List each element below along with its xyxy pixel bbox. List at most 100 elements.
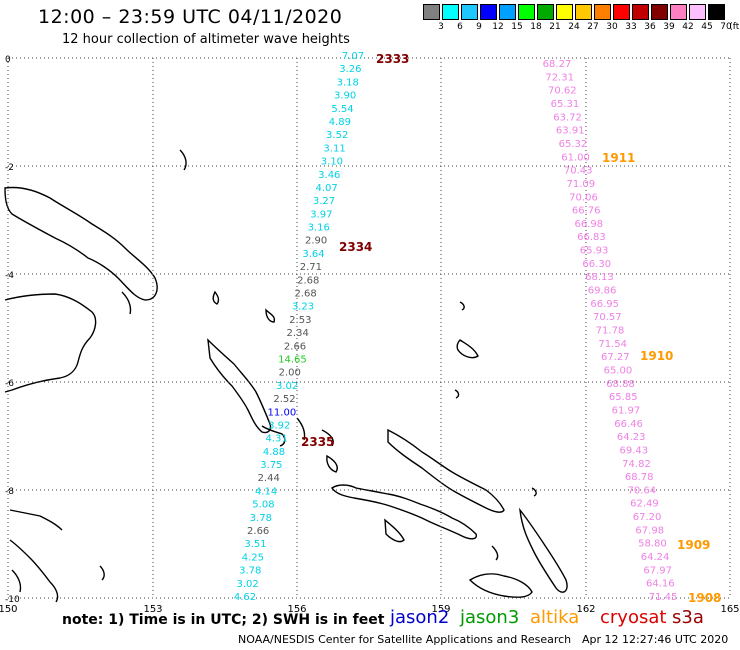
track-east-values: 68.27 72.31 70.62 65.31 63.72 63.91 65.32 61.00… [543,59,678,603]
swh-value: 5.54 [331,104,353,115]
swh-value: 4.89 [329,117,351,128]
swh-value: 2.68 [294,289,316,300]
legend-swatch [556,4,573,20]
swh-value: 62.49 [630,499,659,510]
swh-value: 64.16 [646,579,675,590]
satellite-name: cryosat [600,607,667,628]
swh-value: 67.97 [643,565,672,576]
swh-value: 74.82 [622,459,651,470]
lat-label: -6 [5,379,14,389]
swh-value: 3.97 [310,209,332,220]
swh-value: 64.24 [641,552,670,563]
swh-value: 66.30 [582,259,611,270]
swh-value: 66.95 [590,299,619,310]
swh-value: 63.91 [556,126,585,137]
legend-swatch [537,4,554,20]
swh-value: 7.07 [342,51,364,62]
satellite-name: jason3 [460,607,520,628]
legend-swatch [480,4,497,20]
swh-value: 65.00 [604,365,633,376]
swh-value: 68.13 [585,272,614,283]
lat-label: 0 [5,55,11,65]
legend-label: 6 [457,22,463,32]
legend-swatch [461,4,478,20]
legend-swatch [499,4,516,20]
coastline [4,149,568,603]
swh-value: 3.11 [323,143,345,154]
swh-value: 3.92 [268,420,290,431]
satellite-name: s3a [672,607,704,628]
swh-value: 2.71 [300,262,322,273]
swh-value: 70.57 [593,312,622,323]
pass-time-label: 1908 [688,591,721,605]
lon-label: 162 [576,604,595,615]
swh-value: 67.98 [635,525,664,536]
swh-value: 3.10 [321,157,343,168]
swh-value: 3.23 [292,302,314,313]
swh-value: 3.78 [239,566,261,577]
map-title: 12:00 – 23:59 UTC 04/11/2020 [38,6,343,28]
swh-value: 3.26 [339,64,361,75]
legend-swatch [613,4,630,20]
lat-label: -2 [5,163,14,173]
swh-value: 2.68 [297,275,319,286]
swh-value: 70.64 [627,485,656,496]
swh-value: 3.46 [318,170,340,181]
swh-value: 70.06 [569,192,598,203]
swh-value: 11.00 [268,407,297,418]
swh-value: 4.07 [316,183,338,194]
legend-label: 27 [587,22,599,32]
swh-value: 71.45 [649,592,678,603]
swh-value: 2.66 [284,341,306,352]
legend-label: 33 [625,22,637,32]
swh-value: 65.32 [559,139,588,150]
legend-swatch [442,4,459,20]
swh-value: 3.02 [276,381,298,392]
swh-value: 3.16 [308,223,330,234]
swh-value: 3.27 [313,196,335,207]
satellite-name: altika [530,607,580,628]
swh-value: 71.78 [596,326,625,337]
legend-swatch [708,4,725,20]
swh-value: 2.44 [258,473,280,484]
legend-label: 39 [663,22,675,32]
swh-value: 2.66 [247,526,269,537]
pass-time-label: 2333 [376,52,409,66]
swh-value: 2.52 [273,394,295,405]
swh-value: 3.78 [250,513,272,524]
legend-label: 21 [549,22,561,32]
swh-value: 67.20 [633,512,662,523]
lon-label: 165 [720,604,739,615]
pass-time-label: 2335 [301,435,334,449]
legend-label: 70 [720,22,732,32]
swh-value: 70.43 [564,166,593,177]
swh-value: 3.18 [337,77,359,88]
map-frame [7,57,731,599]
swh-value: 69.43 [620,445,649,456]
swh-value: 69.86 [588,286,617,297]
longitude-labels: 150 153 156 159 162 165 [0,604,740,615]
pass-time-label: 2334 [339,240,372,254]
swh-value: 64.23 [617,432,646,443]
pass-time-label: 1909 [677,538,710,552]
legend-label: 30 [606,22,618,32]
swh-value: 3.64 [302,249,324,260]
swh-value: 4.14 [255,486,277,497]
legend-swatch [632,4,649,20]
legend-swatch [594,4,611,20]
satellite-name: jason2 [390,607,450,628]
swh-value: 65.85 [609,392,638,403]
swh-value: 66.76 [572,206,601,217]
legend-label: 36 [644,22,656,32]
swh-value: 14.65 [278,354,307,365]
map-subtitle: 12 hour collection of altimeter wave hei… [62,32,350,47]
swh-value: 58.80 [638,539,667,550]
pass-time-label: 1911 [602,151,635,165]
swh-value: 4.88 [263,447,285,458]
swh-value: 72.31 [545,72,574,83]
swh-value: 67.27 [601,352,630,363]
pass-time-labels: 2333 2334 2335 1911 1910 1909 1908 [301,52,721,605]
lon-label: 150 [0,604,18,615]
